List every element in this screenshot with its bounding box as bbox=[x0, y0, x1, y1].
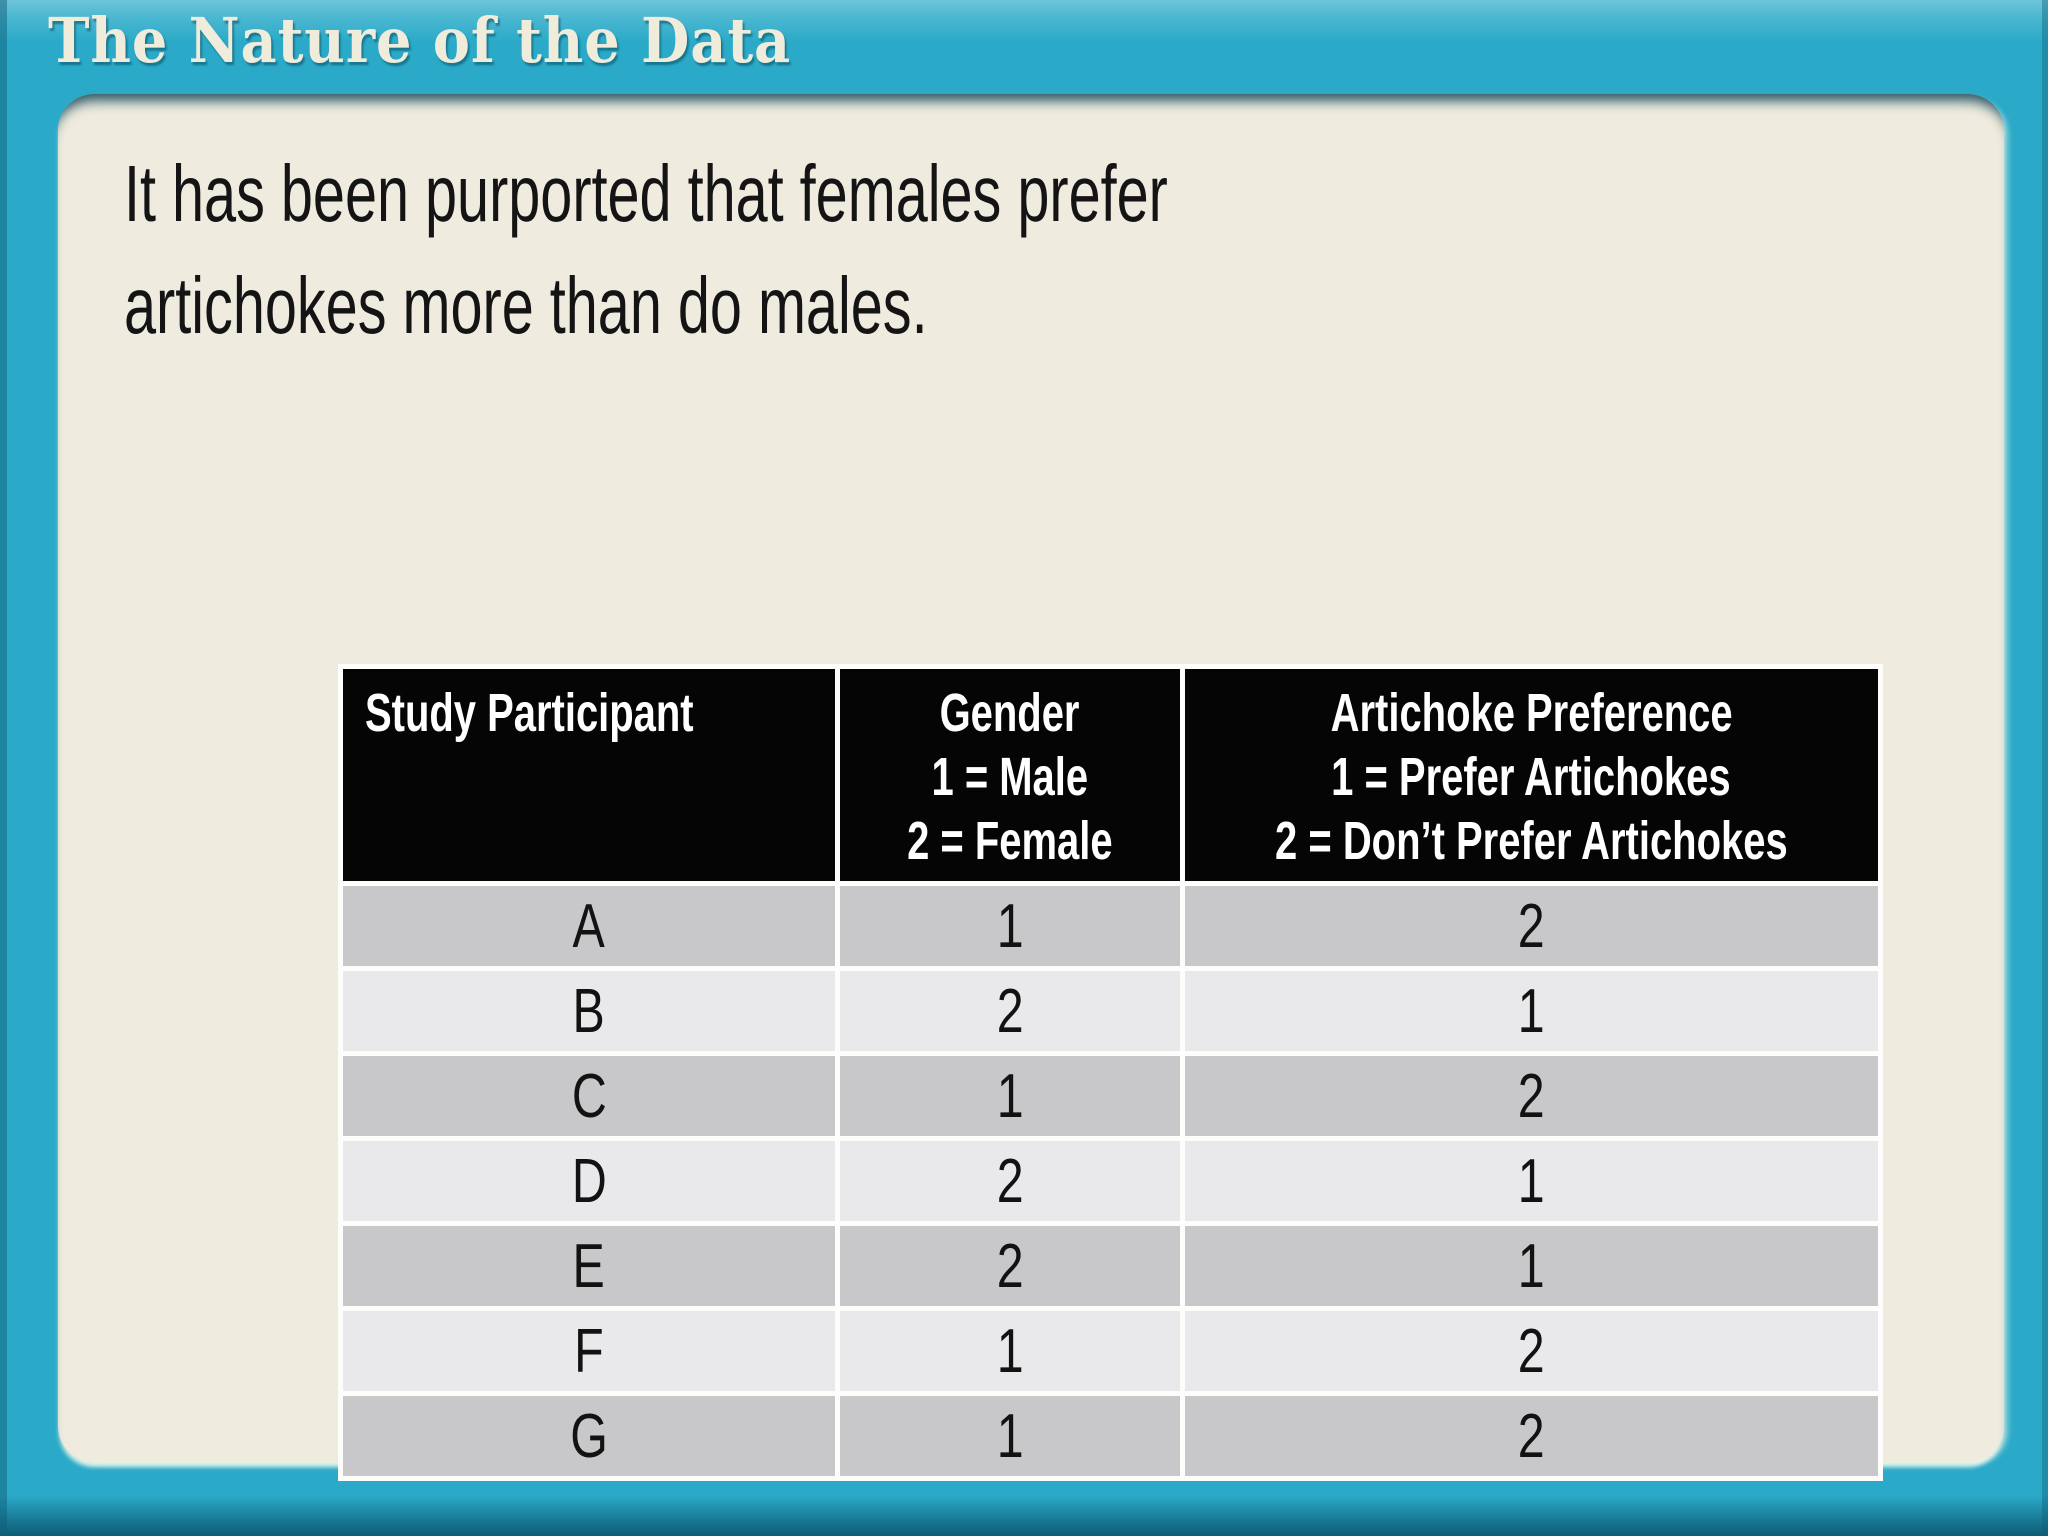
table-row: G 1 2 bbox=[343, 1396, 1878, 1476]
cell-participant: F bbox=[343, 1311, 835, 1391]
cell-gender: 1 bbox=[840, 1396, 1180, 1476]
cell-participant: D bbox=[343, 1141, 835, 1221]
cell-preference: 1 bbox=[1185, 971, 1878, 1051]
slide-title: The Nature of the Data bbox=[48, 4, 874, 77]
header-cell-gender: Gender 1 = Male 2 = Female bbox=[840, 669, 1180, 881]
intro-line-text: artichokes more than do males. bbox=[124, 261, 928, 350]
header-line: Gender bbox=[940, 683, 1080, 743]
intro-line: artichokes more than do males. bbox=[124, 250, 1574, 362]
cell-gender: 2 bbox=[840, 1226, 1180, 1306]
cell-preference: 2 bbox=[1185, 1056, 1878, 1136]
cell-preference: 1 bbox=[1185, 1226, 1878, 1306]
table-row: E 2 1 bbox=[343, 1226, 1878, 1306]
cell-gender: 1 bbox=[840, 886, 1180, 966]
header-line: Study Participant bbox=[365, 683, 694, 743]
cell-gender: 1 bbox=[840, 1311, 1180, 1391]
header-cell-preference: Artichoke Preference 1 = Prefer Artichok… bbox=[1185, 669, 1878, 881]
cell-participant: A bbox=[343, 886, 835, 966]
table-row: C 1 2 bbox=[343, 1056, 1878, 1136]
header-line: 1 = Prefer Artichokes bbox=[1331, 747, 1732, 807]
header-line: Artichoke Preference bbox=[1330, 683, 1733, 743]
header-line: 1 = Male bbox=[931, 747, 1089, 807]
cell-participant: G bbox=[343, 1396, 835, 1476]
cell-gender: 2 bbox=[840, 971, 1180, 1051]
table-row: F 1 2 bbox=[343, 1311, 1878, 1391]
cell-preference: 2 bbox=[1185, 886, 1878, 966]
table-header-row: Study Participant Gender 1 = Male 2 = Fe… bbox=[343, 669, 1878, 881]
cell-gender: 1 bbox=[840, 1056, 1180, 1136]
cell-preference: 2 bbox=[1185, 1396, 1878, 1476]
cell-preference: 2 bbox=[1185, 1311, 1878, 1391]
header-line: 2 = Don’t Prefer Artichokes bbox=[1275, 811, 1788, 871]
slide-title-text: The Nature of the Data bbox=[48, 4, 792, 77]
table-row: B 2 1 bbox=[343, 971, 1878, 1051]
content-panel: It has been purported that females prefe… bbox=[58, 94, 2004, 1481]
table-row: D 2 1 bbox=[343, 1141, 1878, 1221]
header-cell-participant: Study Participant bbox=[343, 669, 835, 881]
intro-line-text: It has been purported that females prefe… bbox=[124, 149, 1168, 238]
intro-text: It has been purported that females prefe… bbox=[124, 138, 1574, 362]
cell-participant: C bbox=[343, 1056, 835, 1136]
data-table: Study Participant Gender 1 = Male 2 = Fe… bbox=[338, 664, 1883, 1481]
intro-line: It has been purported that females prefe… bbox=[124, 138, 1574, 250]
cell-gender: 2 bbox=[840, 1141, 1180, 1221]
cell-participant: E bbox=[343, 1226, 835, 1306]
cell-preference: 1 bbox=[1185, 1141, 1878, 1221]
header-line: 2 = Female bbox=[907, 811, 1113, 871]
table-row: A 1 2 bbox=[343, 886, 1878, 966]
cell-participant: B bbox=[343, 971, 835, 1051]
